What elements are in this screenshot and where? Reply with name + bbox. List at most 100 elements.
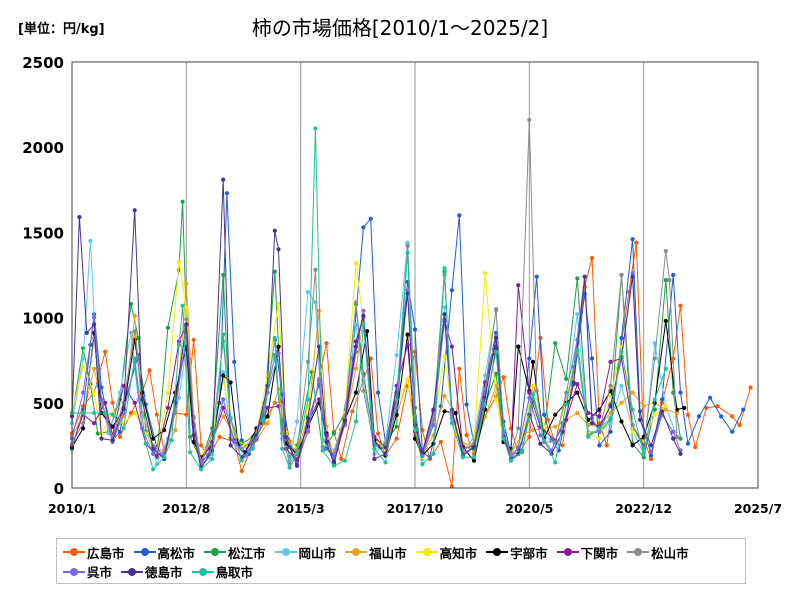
data-point	[361, 313, 366, 318]
data-point	[442, 312, 447, 317]
data-point	[542, 424, 547, 429]
data-point	[221, 177, 226, 182]
data-point	[110, 438, 115, 443]
data-point	[376, 390, 381, 395]
legend-label: 鳥取市	[215, 565, 254, 580]
legend-label: 呉市	[87, 565, 113, 580]
data-point	[516, 426, 521, 431]
data-point	[630, 429, 635, 434]
data-point	[449, 484, 454, 489]
data-point	[527, 434, 532, 439]
data-point	[228, 443, 233, 448]
data-point	[431, 422, 436, 428]
data-point	[730, 414, 735, 419]
data-point	[151, 451, 156, 456]
legend-swatch	[63, 547, 85, 557]
data-point	[221, 414, 226, 419]
data-point	[534, 274, 539, 279]
legend-item: 宇部市	[486, 543, 548, 562]
data-point	[353, 390, 359, 395]
legend-label: 福山市	[369, 545, 407, 561]
data-point	[368, 216, 373, 221]
data-point	[313, 267, 318, 272]
data-point	[652, 407, 657, 412]
data-point	[210, 448, 215, 453]
data-point	[350, 409, 355, 414]
data-point	[748, 385, 753, 390]
data-point	[527, 390, 532, 395]
legend-item: 鳥取市	[191, 562, 254, 581]
data-point	[538, 441, 543, 446]
data-point	[516, 283, 521, 288]
data-point	[431, 407, 436, 412]
legend-item: 徳島市	[121, 562, 183, 581]
data-point	[81, 426, 86, 431]
legend-swatch	[121, 567, 144, 577]
data-point	[553, 424, 558, 429]
legend-label: 高知市	[439, 545, 478, 561]
data-point	[516, 451, 521, 456]
data-point	[121, 426, 126, 431]
data-point	[324, 439, 329, 445]
data-point	[305, 416, 311, 421]
data-point	[221, 373, 226, 378]
data-point	[180, 303, 185, 308]
data-point	[420, 450, 425, 455]
data-point	[394, 397, 399, 402]
data-point	[534, 388, 539, 393]
data-point	[630, 274, 635, 279]
legend-swatch	[486, 547, 509, 557]
data-point	[516, 344, 521, 349]
data-point	[405, 332, 410, 337]
legend-item: 松江市	[204, 543, 266, 562]
data-point	[597, 426, 602, 431]
data-point	[471, 455, 477, 460]
data-point	[619, 272, 624, 278]
legend-label: 松江市	[228, 545, 266, 561]
data-point	[121, 405, 126, 410]
data-point	[103, 400, 108, 405]
data-point	[154, 453, 159, 458]
data-point	[420, 453, 425, 458]
data-point	[641, 455, 646, 460]
legend-item: 岡山市	[274, 543, 336, 562]
data-point	[412, 428, 418, 433]
data-point	[320, 448, 325, 453]
legend-swatch	[345, 547, 368, 557]
data-point	[597, 429, 602, 434]
data-point	[589, 421, 595, 426]
legend-item: 福山市	[345, 543, 407, 562]
data-point	[483, 402, 488, 407]
data-point	[92, 421, 97, 426]
data-point	[663, 366, 668, 371]
data-point	[586, 434, 591, 439]
data-point	[641, 404, 646, 409]
legend-swatch	[63, 567, 85, 577]
data-point	[527, 356, 532, 361]
data-point	[630, 237, 635, 242]
data-point	[634, 240, 639, 245]
data-point	[103, 349, 108, 354]
data-point	[405, 243, 410, 249]
data-point	[501, 436, 506, 441]
data-point	[151, 467, 156, 472]
data-point	[243, 453, 248, 458]
data-point	[287, 465, 292, 470]
data-point	[81, 390, 86, 395]
data-point	[678, 436, 683, 441]
y-tick-label: 2500	[22, 54, 64, 72]
legend-swatch	[415, 547, 438, 557]
data-point	[412, 436, 418, 441]
data-point	[353, 419, 359, 424]
y-tick-label: 1500	[22, 224, 64, 242]
data-point	[685, 412, 691, 417]
y-tick-label: 1000	[22, 310, 64, 328]
data-point	[527, 395, 532, 400]
data-point	[239, 458, 244, 463]
data-point	[597, 443, 602, 448]
data-point	[553, 412, 558, 417]
data-point	[519, 450, 525, 455]
data-point	[250, 446, 255, 451]
data-point	[224, 191, 229, 196]
data-point	[394, 424, 399, 429]
